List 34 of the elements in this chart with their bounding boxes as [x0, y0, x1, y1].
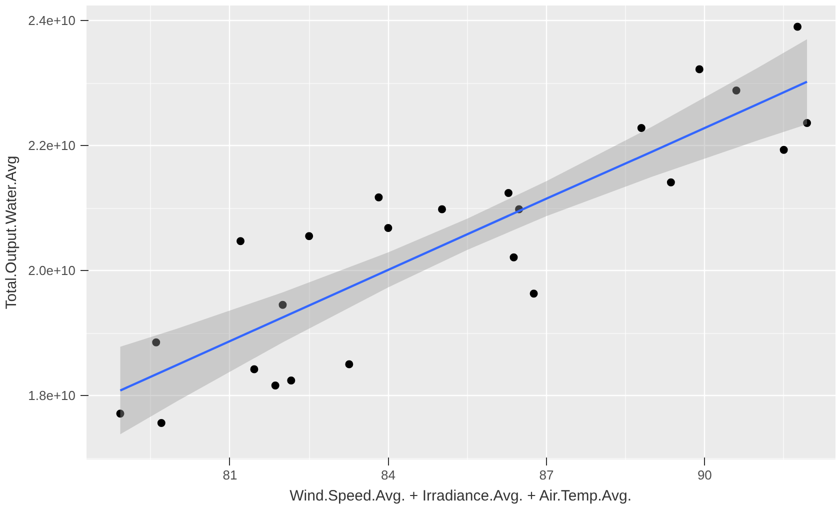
x-tick-label: 81 — [222, 468, 238, 482]
y-tick-label: 2.4e+10 — [28, 13, 76, 28]
line-series — [119, 80, 808, 392]
point — [157, 419, 166, 427]
y-tick-label: 2.0e+10 — [28, 263, 76, 278]
point — [384, 224, 392, 232]
x-tick-label: 84 — [380, 468, 396, 482]
point — [666, 178, 675, 186]
y-tick-label: 2.2e+10 — [28, 138, 76, 153]
y-axis-title: Total.Output.Water.Avg — [3, 156, 20, 310]
x-tick-label: 90 — [697, 468, 712, 482]
point — [278, 300, 287, 309]
point — [287, 376, 296, 384]
point — [732, 86, 740, 94]
point — [510, 253, 518, 262]
point — [345, 360, 354, 368]
point — [374, 193, 383, 202]
point — [438, 205, 446, 214]
point — [637, 124, 646, 132]
point — [250, 365, 258, 374]
point — [530, 290, 538, 298]
x-tick-label: 87 — [539, 468, 554, 482]
point — [504, 189, 512, 197]
point — [803, 119, 812, 127]
point — [794, 22, 802, 31]
point — [271, 382, 280, 390]
point — [695, 65, 704, 74]
point — [780, 146, 788, 154]
point — [305, 232, 314, 240]
point — [116, 410, 124, 418]
point — [152, 338, 160, 346]
point — [236, 237, 245, 246]
x-axis-title: Wind.Speed.Avg. + Irradiance.Avg. + Air.Temp.Avg. — [290, 488, 632, 504]
y-tick-label: 1.8e+10 — [28, 388, 76, 403]
